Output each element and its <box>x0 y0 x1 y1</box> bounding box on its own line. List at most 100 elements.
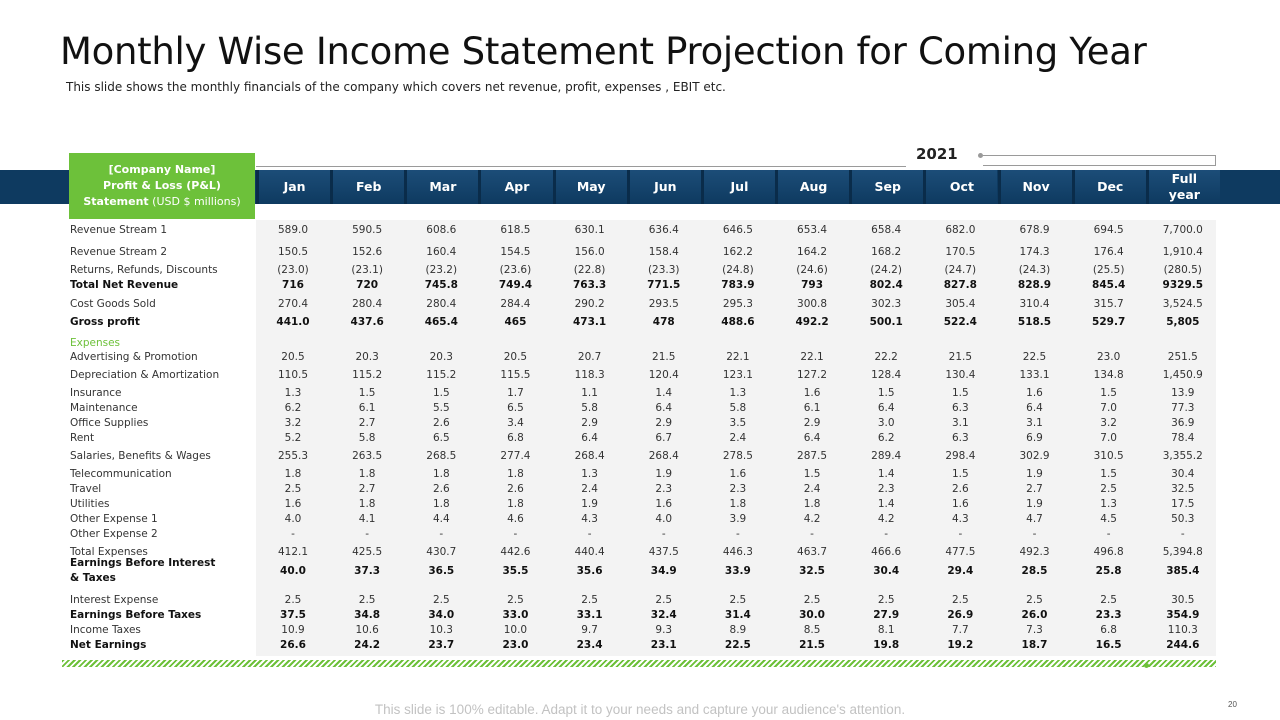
row-label: Interest Expense <box>70 594 159 606</box>
cell-apr: 749.4 <box>498 279 533 291</box>
cell-full-year: - <box>1180 528 1185 540</box>
year-bracket <box>983 155 1216 166</box>
cell-feb: 720 <box>356 279 379 291</box>
cell-feb: 152.6 <box>352 246 383 258</box>
cell-jun: 2.3 <box>655 483 673 495</box>
cell-sep: 2.3 <box>877 483 895 495</box>
cell-mar: 2.6 <box>432 483 450 495</box>
cell-aug: 653.4 <box>797 224 828 236</box>
cell-may: 473.1 <box>572 316 607 328</box>
cell-mar: 10.3 <box>429 624 453 636</box>
cell-apr: 442.6 <box>500 546 531 558</box>
cell-may: (22.8) <box>573 264 606 276</box>
cell-may: 763.3 <box>572 279 607 291</box>
cell-full-year: 110.3 <box>1167 624 1198 636</box>
cell-mar: 280.4 <box>426 298 457 310</box>
cell-feb: 2.7 <box>358 483 376 495</box>
cell-aug: - <box>810 528 814 540</box>
column-header-8: Sep <box>849 170 924 204</box>
cell-sep: 6.2 <box>877 432 895 444</box>
cell-nov: 26.0 <box>1021 609 1048 621</box>
cell-full-year: 32.5 <box>1171 483 1195 495</box>
cell-jul: 31.4 <box>724 609 751 621</box>
cell-apr: 618.5 <box>500 224 531 236</box>
cell-jul: 1.8 <box>729 498 747 510</box>
cell-oct: 6.3 <box>951 432 969 444</box>
cell-oct: 19.2 <box>947 639 974 651</box>
row-label: Depreciation & Amortization <box>70 369 220 381</box>
cell-sep: 22.2 <box>874 351 898 363</box>
row-label: Travel <box>70 483 102 495</box>
cell-nov: 28.5 <box>1021 565 1048 577</box>
cell-mar: 4.4 <box>432 513 450 525</box>
cell-sep: 27.9 <box>873 609 900 621</box>
cell-mar: 1.8 <box>432 498 450 510</box>
cell-jan: 412.1 <box>277 546 309 558</box>
cell-oct: 26.9 <box>947 609 974 621</box>
cell-nov: 3.1 <box>1026 417 1043 429</box>
cell-jun: 34.9 <box>650 565 677 577</box>
cell-jun: 23.1 <box>650 639 677 651</box>
cell-nov: 133.1 <box>1019 369 1050 381</box>
cell-jun: 1.4 <box>655 387 673 399</box>
cell-full-year: (280.5) <box>1163 264 1202 276</box>
cell-aug: 492.2 <box>795 316 829 328</box>
cell-may: 2.5 <box>581 594 598 606</box>
table-row: Income Taxes 10.9 10.6 10.3 10.0 9.7 9.3 8.9 8.5… <box>62 624 1216 639</box>
cell-dec: 7.0 <box>1100 432 1117 444</box>
cell-full-year: 1,450.9 <box>1162 369 1203 381</box>
column-header-10: Nov <box>997 170 1072 204</box>
cell-may: 5.8 <box>581 402 598 414</box>
cell-full-year: 3,524.5 <box>1162 298 1203 310</box>
cell-nov: 1.9 <box>1026 498 1043 510</box>
cell-jun: 293.5 <box>648 298 679 310</box>
table-row: Interest Expense 2.5 2.5 2.5 2.5 2.5 2.5 2.5 2.5… <box>62 594 1216 609</box>
table-row: Other Expense 1 4.0 4.1 4.4 4.6 4.3 4.0 3.9 4.2 4… <box>62 513 1216 528</box>
cell-aug: 2.9 <box>803 417 821 429</box>
cell-oct: 4.3 <box>951 513 969 525</box>
cell-oct: 1.5 <box>951 387 969 399</box>
cell-oct: 477.5 <box>945 546 976 558</box>
cell-full-year: 30.5 <box>1171 594 1195 606</box>
company-name-label: [Company Name] <box>108 163 216 176</box>
cell-mar: 1.5 <box>432 387 450 399</box>
cell-jun: 437.5 <box>648 546 679 558</box>
row-label: Revenue Stream 2 <box>70 246 168 258</box>
cell-apr: 4.6 <box>507 513 524 525</box>
cell-full-year: 50.3 <box>1171 513 1195 525</box>
cell-jan: 5.2 <box>284 432 302 444</box>
cell-may: 9.7 <box>581 624 598 636</box>
cell-may: 35.6 <box>576 565 603 577</box>
cell-may: 23.4 <box>576 639 603 651</box>
statement-bold: Statement <box>83 195 149 208</box>
cell-apr: 115.5 <box>500 369 531 381</box>
cell-mar: 1.8 <box>432 468 450 480</box>
cell-jul: 3.5 <box>729 417 747 429</box>
cell-apr: 6.5 <box>507 402 524 414</box>
cell-jan: 10.9 <box>281 624 305 636</box>
table-row: Depreciation & Amortization 110.5 115.2 115… <box>62 369 1216 384</box>
cell-apr: 1.7 <box>507 387 524 399</box>
cell-apr: 1.8 <box>507 468 524 480</box>
cell-full-year: 354.9 <box>1166 609 1200 621</box>
page-number: 20 <box>1228 700 1237 709</box>
cell-oct: 827.8 <box>943 279 977 291</box>
cell-mar: 465.4 <box>424 316 458 328</box>
cell-aug: 8.5 <box>803 624 821 636</box>
cell-jul: 2.3 <box>729 483 747 495</box>
cell-full-year: 5,394.8 <box>1162 546 1203 558</box>
cell-nov: 1.6 <box>1026 387 1043 399</box>
cell-mar: 430.7 <box>426 546 457 558</box>
cell-feb: 2.7 <box>358 417 376 429</box>
cell-dec: 845.4 <box>1092 279 1126 291</box>
cell-jul: 2.5 <box>729 594 747 606</box>
cell-apr: 33.0 <box>502 609 529 621</box>
cell-may: 2.4 <box>581 483 598 495</box>
cell-nov: 2.7 <box>1026 483 1043 495</box>
cell-sep: 128.4 <box>871 369 902 381</box>
cell-dec: 315.7 <box>1093 298 1124 310</box>
table-row: Telecommunication 1.8 1.8 1.8 1.8 1.3 1.9 1.6 1.… <box>62 468 1216 483</box>
page-subtitle: This slide shows the monthly financials … <box>66 80 726 94</box>
cell-jul: 646.5 <box>722 224 753 236</box>
cell-jan: - <box>291 528 295 540</box>
